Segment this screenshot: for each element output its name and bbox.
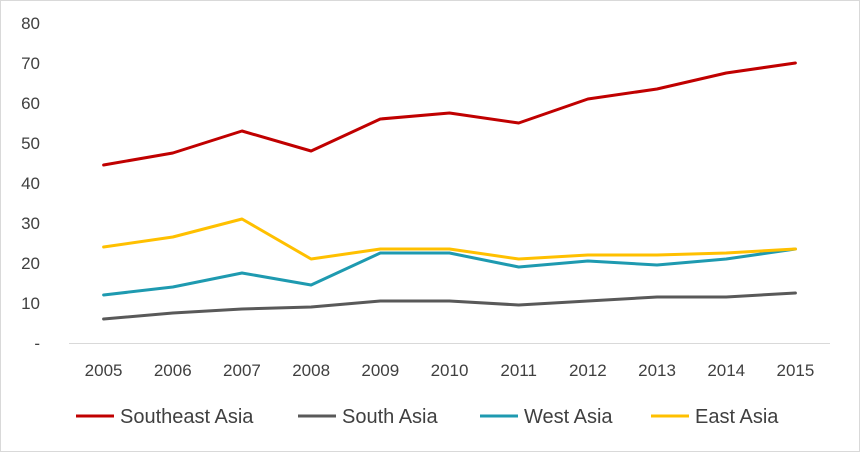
series-line-east-asia	[102, 217, 797, 261]
legend: Southeast Asia South Asia West Asia East As…	[76, 406, 779, 428]
x-tick-label: 2013	[638, 361, 676, 380]
x-tick-label: 2012	[569, 361, 607, 380]
x-tick-label: 2005	[85, 361, 123, 380]
y-tick-label: 60	[21, 94, 40, 113]
x-tick-label: 2010	[431, 361, 469, 380]
x-tick-label: 2015	[776, 361, 814, 380]
y-tick-label: -	[34, 334, 40, 353]
y-tick-label: 30	[21, 214, 40, 233]
series-line-southeast-asia	[102, 61, 797, 167]
legend-label: Southeast Asia	[120, 406, 254, 428]
y-tick-label: 20	[21, 254, 40, 273]
series-line-west-asia	[102, 247, 797, 297]
y-tick-label: 70	[21, 54, 40, 73]
y-tick-label: 80	[21, 14, 40, 33]
legend-label: East Asia	[695, 406, 779, 428]
y-tick-label: 40	[21, 174, 40, 193]
legend-label: South Asia	[342, 406, 439, 428]
series-line-south-asia	[102, 291, 797, 321]
x-tick-label: 2008	[292, 361, 330, 380]
x-tick-label: 2014	[707, 361, 745, 380]
y-tick-label: 10	[21, 294, 40, 313]
x-axis-ticks: 2005 2006 2007 2008 2009 2010 2011 2012 2013 2014…	[85, 361, 815, 380]
x-tick-label: 2007	[223, 361, 261, 380]
x-tick-label: 2006	[154, 361, 192, 380]
y-tick-label: 50	[21, 134, 40, 153]
x-tick-label: 2011	[500, 361, 537, 380]
series-lines	[102, 61, 797, 321]
y-axis-ticks: - 10 20 30 40 50 60 70 80	[21, 14, 40, 353]
legend-label: West Asia	[524, 406, 613, 428]
x-tick-label: 2009	[361, 361, 399, 380]
